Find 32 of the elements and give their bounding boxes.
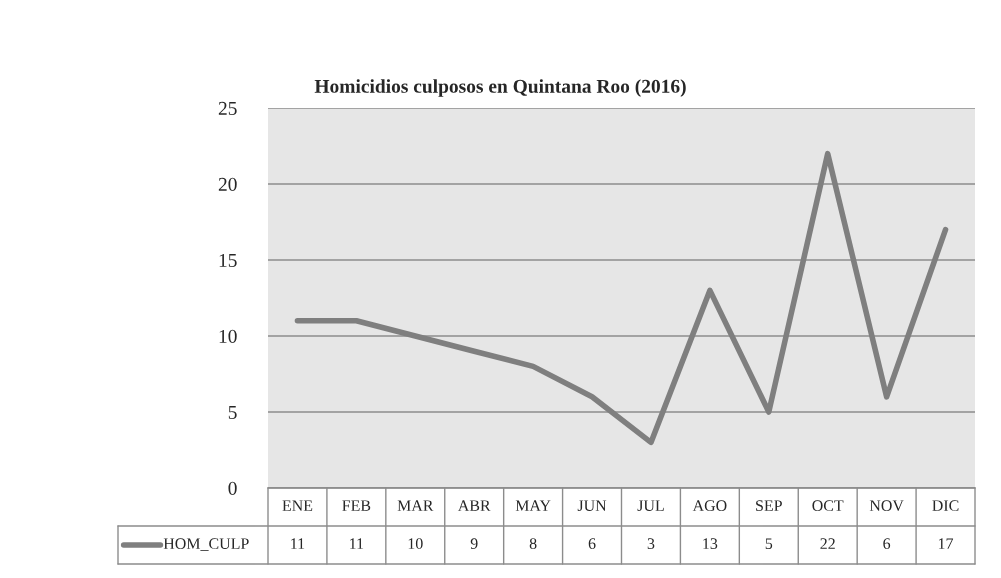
x-tick-label: FEB bbox=[342, 500, 371, 511]
y-tick-label: 20 bbox=[218, 177, 237, 191]
y-tick-label: 25 bbox=[218, 101, 237, 115]
data-label: 3 bbox=[647, 538, 655, 549]
data-label: 17 bbox=[938, 538, 954, 549]
x-tick-label: NOV bbox=[869, 500, 904, 512]
data-label: 11 bbox=[350, 538, 364, 549]
x-tick-label: ABR bbox=[457, 500, 491, 511]
legend-label: HOM_CULP bbox=[163, 538, 249, 551]
y-tick-label: 5 bbox=[228, 406, 237, 419]
x-tick-label: JUN bbox=[577, 500, 607, 511]
x-tick-label: AGO bbox=[692, 500, 727, 511]
y-tick-label: 0 bbox=[228, 481, 237, 495]
data-label: 11 bbox=[291, 538, 305, 549]
x-tick-label: OCT bbox=[812, 500, 844, 511]
data-label: 8 bbox=[529, 538, 537, 549]
y-tick-label: 10 bbox=[219, 329, 237, 343]
data-label: 6 bbox=[588, 538, 596, 549]
data-label: 22 bbox=[820, 538, 835, 549]
data-label: 13 bbox=[703, 538, 718, 549]
x-tick-label: JUL bbox=[637, 500, 664, 511]
data-label: 5 bbox=[765, 538, 773, 549]
x-tick-label: MAR bbox=[397, 500, 434, 511]
x-tick-label: ENE bbox=[282, 500, 313, 511]
data-label: 10 bbox=[408, 538, 423, 549]
x-tick-label: SEP bbox=[756, 500, 782, 511]
x-tick-label: MAY bbox=[515, 500, 551, 511]
data-label: 9 bbox=[470, 538, 478, 549]
y-tick-label: 15 bbox=[219, 253, 237, 267]
data-label: 6 bbox=[883, 538, 891, 549]
chart-title: Homicidios culposos en Quintana Roo (2016) bbox=[314, 79, 686, 97]
x-tick-label: DIC bbox=[932, 500, 959, 511]
